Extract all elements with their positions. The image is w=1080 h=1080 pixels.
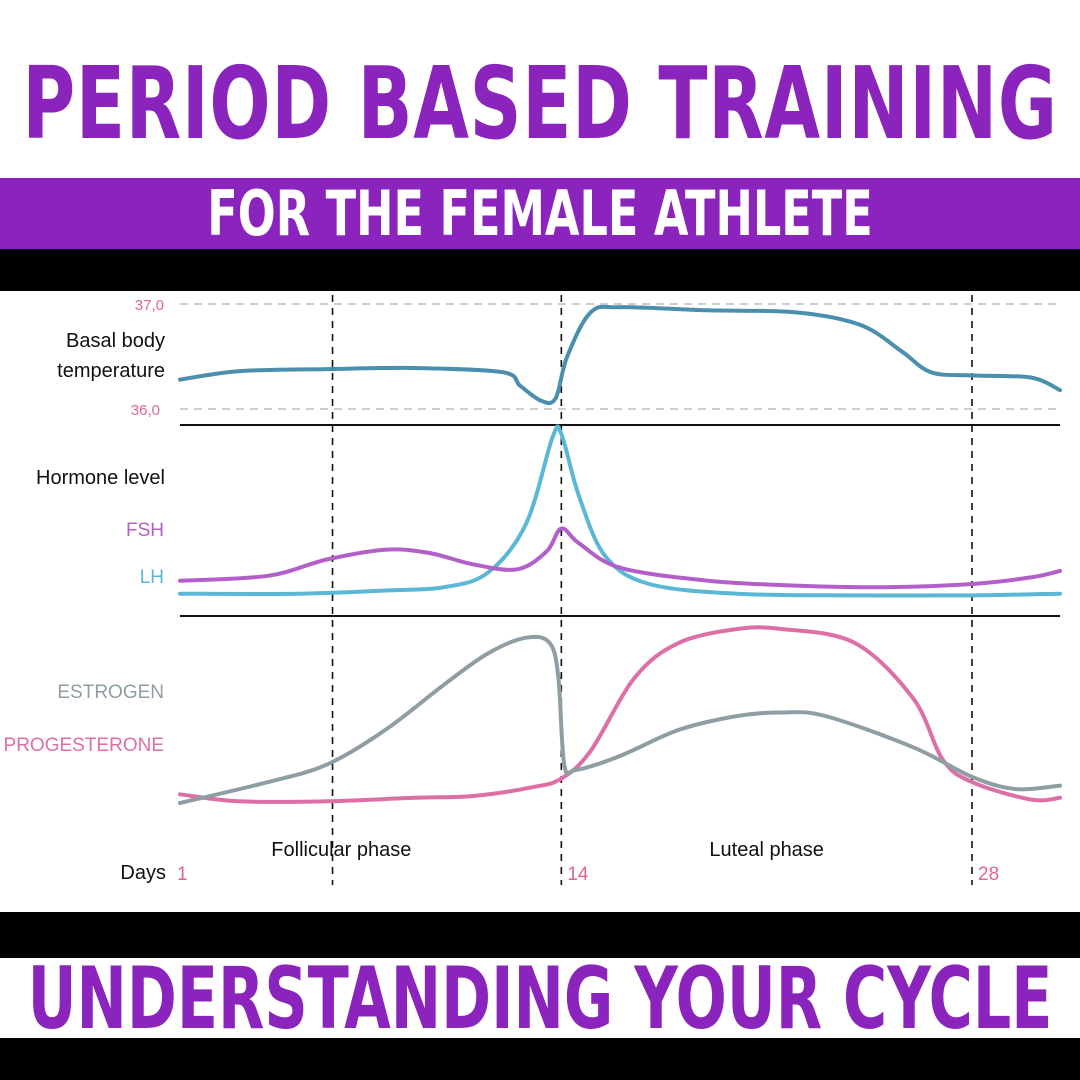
temp-tick-low: 36,0 <box>131 402 160 419</box>
page-subtitle: FOR THE FEMALE ATHLETE <box>207 177 873 250</box>
series-line-fsh <box>178 526 1062 590</box>
temp-tick-high: 37,0 <box>135 297 164 314</box>
day-tick-1: 1 <box>177 864 188 885</box>
page-title: PERIOD BASED TRAINING <box>22 44 1058 162</box>
chart-series <box>178 304 1062 805</box>
footer-band <box>0 1038 1080 1080</box>
series-line-lh <box>178 424 1062 598</box>
subtitle-band <box>0 178 1080 249</box>
divider-band-top <box>0 249 1080 291</box>
fsh-label: FSH <box>126 520 164 541</box>
divider-band-bottom <box>0 912 1080 958</box>
days-label: Days <box>120 862 166 884</box>
series-line-basal-temperature <box>178 304 1062 406</box>
chart-grid <box>180 295 1060 885</box>
cycle-chart: 37,0 36,0 Basal body temperature Hormone… <box>4 295 1062 885</box>
footer-title: UNDERSTANDING YOUR CYCLE <box>27 949 1053 1049</box>
day-tick-14: 14 <box>567 864 589 885</box>
lh-label: LH <box>140 567 164 588</box>
hormone-level-label: Hormone level <box>36 467 165 489</box>
progesterone-label: PROGESTERONE <box>4 735 164 756</box>
day-tick-28: 28 <box>978 864 999 885</box>
temp-label-line2: temperature <box>57 360 165 382</box>
phase-label-follicular: Follicular phase <box>271 839 411 861</box>
series-line-estrogen <box>178 634 1062 805</box>
estrogen-label: ESTROGEN <box>57 682 164 703</box>
temp-label-line1: Basal body <box>66 330 165 352</box>
phase-label-luteal: Luteal phase <box>709 839 824 861</box>
series-line-progesterone <box>178 625 1062 804</box>
